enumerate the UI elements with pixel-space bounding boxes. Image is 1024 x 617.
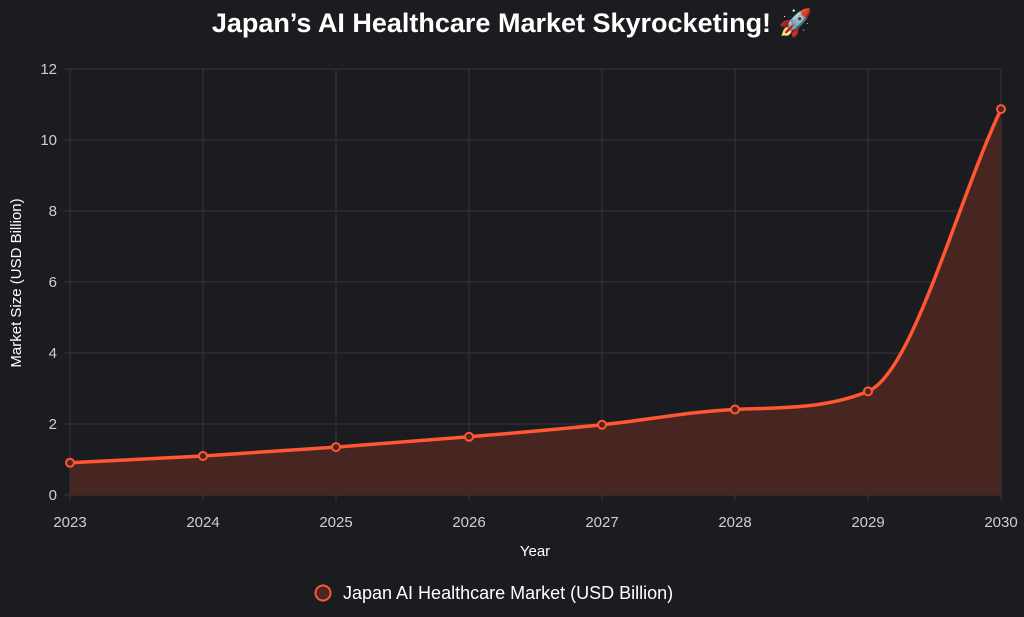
- x-tick-label: 2027: [585, 514, 618, 531]
- y-tick-labels: 0 2 4 6 8 10 12: [40, 61, 57, 504]
- y-tick-label: 2: [49, 416, 57, 433]
- data-point[interactable]: [996, 104, 1006, 115]
- x-tick-label: 2024: [186, 514, 219, 531]
- y-tick-label: 6: [49, 274, 57, 291]
- legend-marker: [314, 584, 332, 602]
- series-area: [70, 109, 1001, 496]
- data-point[interactable]: [198, 450, 208, 461]
- data-point[interactable]: [863, 386, 873, 397]
- x-tick-label: 2026: [452, 514, 485, 531]
- data-point[interactable]: [65, 457, 75, 468]
- chart-title: Japan’s AI Healthcare Market Skyrocketin…: [212, 7, 812, 38]
- x-axis-title: Year: [520, 543, 550, 560]
- x-tick-label: 2030: [984, 514, 1017, 531]
- y-tick-label: 8: [49, 203, 57, 220]
- y-tick-label: 0: [49, 487, 57, 504]
- legend[interactable]: Japan AI Healthcare Market (USD Billion): [314, 583, 674, 603]
- data-point[interactable]: [464, 431, 474, 442]
- data-point[interactable]: [331, 442, 341, 453]
- x-tick-label: 2023: [53, 514, 86, 531]
- x-tick-label: 2025: [319, 514, 352, 531]
- data-point[interactable]: [730, 404, 740, 415]
- y-tick-label: 4: [49, 345, 57, 362]
- legend-label: Japan AI Healthcare Market (USD Billion): [343, 583, 673, 603]
- series-points: [65, 104, 1006, 468]
- y-axis-title: Market Size (USD Billion): [8, 198, 25, 367]
- x-tick-label: 2029: [851, 514, 884, 531]
- data-point[interactable]: [597, 419, 607, 430]
- series-line: [68, 107, 1003, 465]
- x-tick-label: 2028: [718, 514, 751, 531]
- x-tick-labels: 2023 2024 2025 2026 2027 2028 2029 2030: [53, 514, 1017, 531]
- y-tick-label: 10: [40, 132, 57, 149]
- y-tick-label: 12: [40, 61, 57, 78]
